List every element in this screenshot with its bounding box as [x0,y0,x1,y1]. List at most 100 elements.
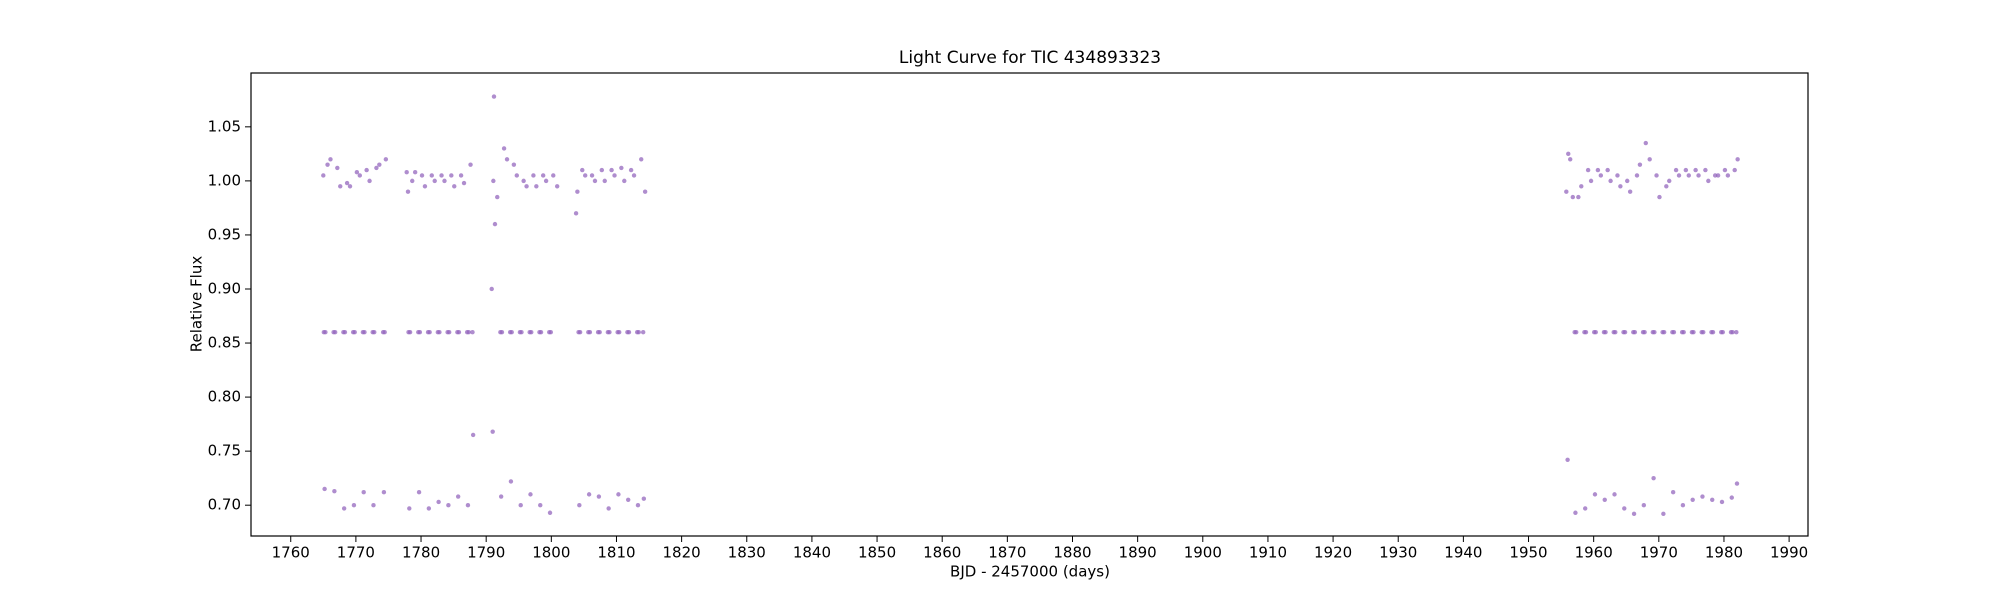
data-point [429,173,434,178]
data-point [626,330,632,335]
data-point [1661,511,1666,517]
data-point [1625,178,1630,184]
data-point [580,167,585,173]
data-point [1732,167,1737,173]
data-point [432,178,437,184]
data-point [575,189,580,194]
data-point [342,330,348,335]
data-point [1735,157,1740,162]
data-point [531,173,536,178]
data-point [436,499,441,505]
data-point [1720,330,1725,335]
data-point [1670,490,1676,495]
x-tick-label: 1910 [1249,544,1287,562]
data-point [543,178,549,184]
data-point [1725,173,1731,178]
data-point [508,479,514,484]
data-point [554,184,560,189]
data-point [1683,167,1689,173]
data-point [1573,510,1578,515]
data-point [1643,140,1648,146]
data-point [548,330,554,335]
data-point [489,286,494,292]
data-point [367,178,372,184]
data-point [1700,494,1705,499]
x-tick-label: 1980 [1705,544,1743,562]
data-point [1676,173,1682,178]
data-point [323,330,328,335]
data-point [1583,330,1589,335]
data-point [1627,189,1633,194]
data-point [534,184,539,189]
data-point [1641,502,1647,508]
x-tick-label: 1940 [1444,544,1482,562]
data-point [1651,475,1656,481]
data-point [1661,330,1667,335]
data-point [458,173,464,178]
x-tick-label: 1870 [988,544,1026,562]
data-point [1582,506,1588,511]
data-point [341,506,347,511]
data-point [328,157,333,162]
data-point [501,146,507,151]
data-point [529,330,534,335]
x-tick-label: 1850 [858,544,896,562]
data-point [1568,157,1573,162]
plot-frame [250,72,1809,537]
data-point [461,180,467,186]
data-point [407,330,413,335]
data-point [405,189,411,194]
data-point [446,502,451,508]
data-point [586,492,592,497]
data-point [622,178,627,184]
data-point [641,496,647,501]
data-point [1605,167,1610,173]
data-point [446,330,452,335]
y-tick-label: 0.80 [208,388,241,406]
data-point [332,330,338,335]
y-tick-label: 0.70 [208,496,241,514]
data-point [437,330,442,335]
data-point [1681,330,1686,335]
data-point [1693,167,1698,173]
data-point [1588,178,1594,184]
data-point [1657,194,1662,200]
x-tick-label: 1760 [272,544,310,562]
x-tick-label: 1990 [1770,544,1808,562]
data-point [1734,330,1739,335]
x-tick-label: 1970 [1640,544,1678,562]
data-point [1680,502,1686,508]
x-tick-label: 1790 [467,544,505,562]
data-point [596,494,602,499]
x-tick-label: 1890 [1119,544,1157,562]
data-point [1664,184,1669,189]
x-axis-label: BJD - 2457000 (days) [950,563,1110,581]
data-point [587,330,593,335]
x-tick-label: 1960 [1575,544,1613,562]
data-point [1565,457,1570,462]
data-point [619,165,624,171]
data-point [1691,330,1696,335]
data-point [1652,330,1657,335]
data-point [592,178,598,184]
data-point [504,157,510,162]
x-tick-label: 1930 [1379,544,1417,562]
data-point [1654,173,1659,178]
data-point [383,157,389,162]
data-point [470,432,476,438]
data-point [1598,173,1604,178]
data-point [357,173,362,178]
x-tick-label: 1840 [793,544,831,562]
y-tick-label: 0.85 [208,334,241,352]
x-tick-label: 1880 [1053,544,1091,562]
data-point [524,184,529,189]
data-point [628,167,634,173]
data-point [321,173,326,178]
data-point [511,162,517,167]
data-point [322,486,327,492]
data-point [519,330,524,335]
y-tick-label: 0.95 [208,225,241,243]
data-point [636,330,641,335]
y-tick-label: 0.90 [208,279,241,297]
